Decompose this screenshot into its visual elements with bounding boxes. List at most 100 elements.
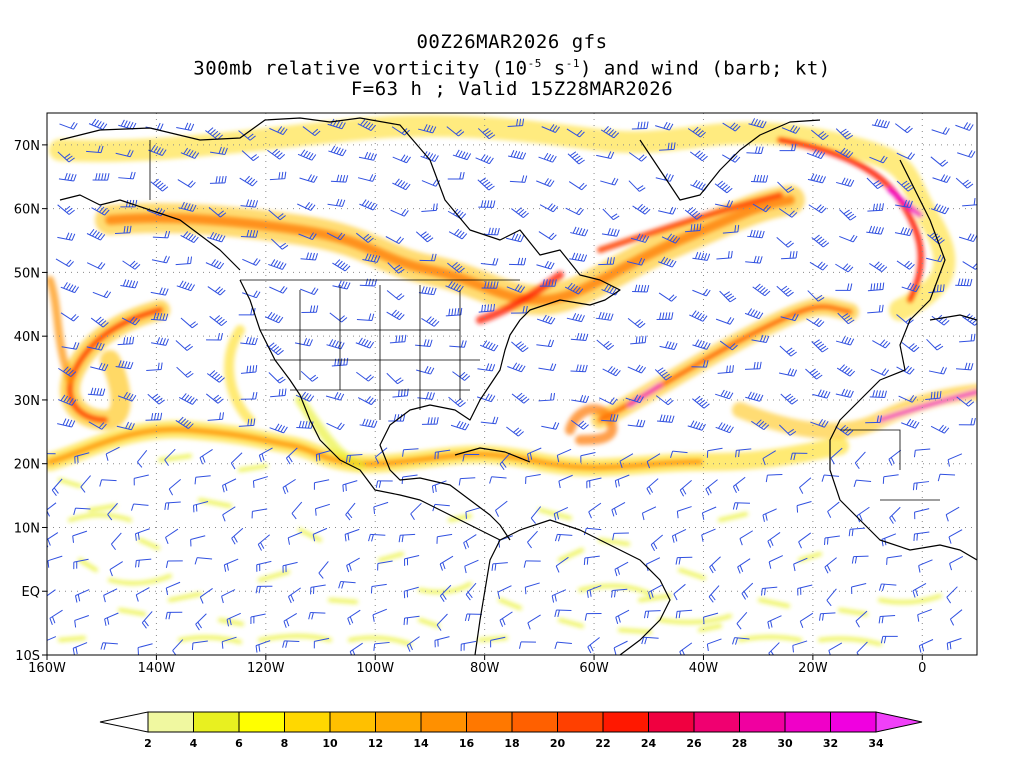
wind-barb [676,506,692,519]
wind-barb [315,503,330,516]
wind-barb [448,396,466,408]
wind-barb [120,279,139,289]
wind-barb [507,118,525,128]
wind-barb [264,311,284,324]
wind-barb [807,290,825,302]
wind-barb [612,532,629,541]
wind-barb [744,361,762,370]
wind-barb [251,508,268,519]
wind-barb [389,334,407,344]
wind-barb [420,151,439,162]
wind-barb [793,557,808,572]
wind-barb [685,223,702,233]
wind-barb [464,559,479,574]
wind-barb [565,207,584,216]
wind-barb [625,394,644,404]
lat-tick-label: 10S [15,649,40,664]
wind-barb [141,611,153,629]
wind-barb [835,424,854,436]
wind-barb [499,611,513,627]
wind-barb [684,207,703,220]
wind-barb [150,312,169,321]
wind-barb [955,122,974,131]
colorbar-level-label: 34 [868,737,884,750]
wind-barb [835,388,854,398]
wind-barb [619,453,634,468]
wind-barb [269,423,288,434]
wind-barb [901,418,920,429]
wind-barb [541,124,560,133]
wind-barb [116,421,135,431]
wind-barb [452,149,472,161]
wind-barb [703,612,719,625]
wind-barb [207,286,226,296]
wind-barb [602,365,621,377]
wind-barb [452,371,471,381]
wind-barb [145,412,163,421]
wind-barb [386,290,405,301]
wind-barb [811,234,830,248]
wind-barb [165,528,179,545]
wind-barb [318,561,329,579]
wind-barb [476,393,496,403]
wind-barb [479,340,499,352]
wind-barb [283,612,298,628]
wind-barb [827,501,840,518]
wind-barb [659,341,678,351]
wind-barb [948,529,963,544]
wind-barb [342,480,358,492]
wind-barb [536,339,555,348]
wind-barb [206,333,223,341]
wind-barb [692,288,711,297]
wind-barb [848,527,866,537]
wind-barb [178,201,197,212]
wind-barb [569,252,588,262]
wind-barb [315,449,331,462]
wind-barb [631,121,649,130]
wind-barb [221,589,236,604]
wind-barb [611,502,626,517]
colorbar-level-label: 18 [504,737,519,750]
wind-barb [586,477,602,489]
wind-barb [308,612,326,620]
lon-tick-label: 60W [579,661,609,676]
colorbar-swatch [238,711,285,733]
wind-barb [779,143,797,152]
wind-barb [824,535,840,546]
wind-barb [86,342,105,351]
wind-barb [445,307,463,317]
wind-barb [252,476,268,488]
wind-barb [716,250,733,260]
wind-barb [692,251,711,261]
wind-barb [255,585,273,594]
wind-barb [790,452,808,461]
wind-barb [865,415,882,424]
wind-barb [356,232,374,243]
wind-barb [477,177,495,191]
wind-barb [646,453,661,469]
wind-barb [878,615,896,624]
wind-barb [374,447,388,464]
wind-barb [945,506,960,522]
wind-barb [297,149,317,161]
wind-barb [692,395,710,409]
wind-barb [105,446,120,461]
wind-barb [241,150,260,162]
wind-barb [955,278,973,287]
wind-barb [165,560,183,568]
wind-barb [741,582,754,600]
colorbar-level-label: 24 [641,737,657,750]
wind-barb [650,534,663,552]
wind-barb [932,174,951,183]
wind-barb [584,612,602,621]
wind-barb [240,392,258,400]
wind-barb [491,562,508,571]
wind-barb [47,636,57,641]
wind-barb [809,261,828,271]
wind-barb [51,478,63,497]
wind-barb [836,364,856,377]
wind-barb [386,309,405,321]
coastline-europe-africa [829,159,977,561]
wind-barb [689,150,708,162]
wind-barb [175,416,194,429]
